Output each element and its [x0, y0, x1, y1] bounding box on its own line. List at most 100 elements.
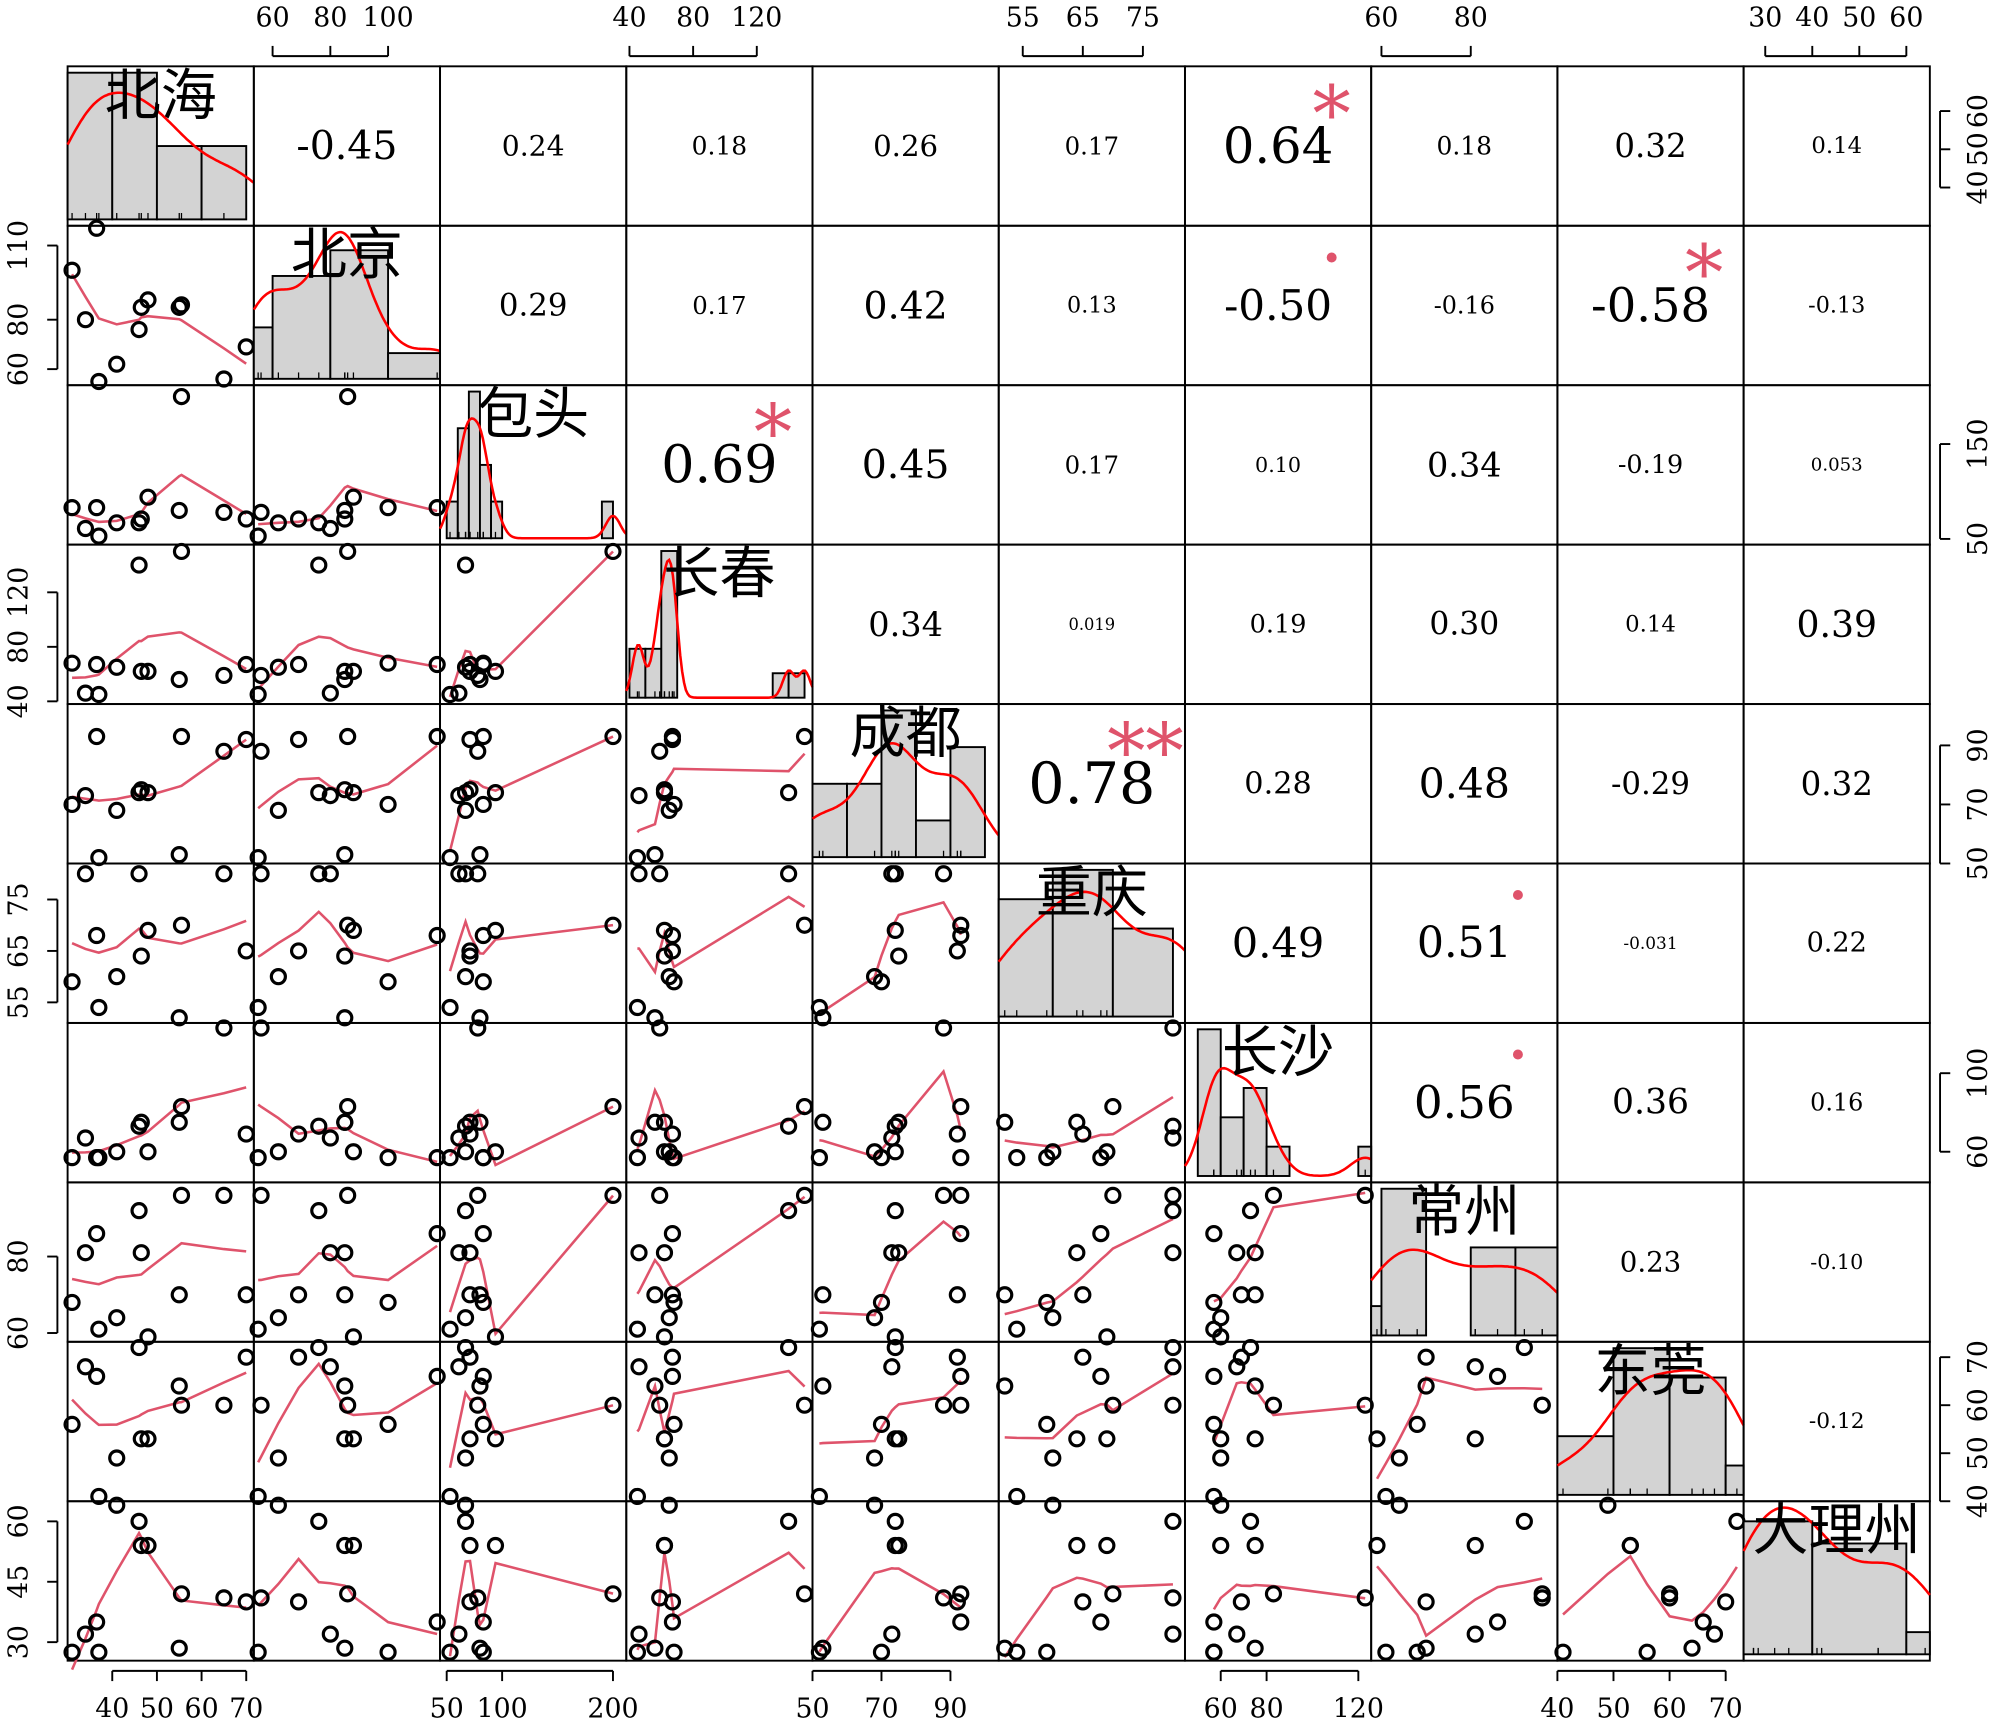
point — [269, 1449, 287, 1467]
point — [663, 1593, 682, 1611]
point — [1205, 1415, 1223, 1434]
correlation: 0.28 — [1244, 766, 1311, 801]
x-tick-label: 40 — [1540, 1694, 1574, 1725]
point — [336, 1536, 354, 1555]
histogram-bar — [252, 326, 274, 380]
point — [1488, 1613, 1507, 1631]
x-tick-label: 60 — [1364, 2, 1398, 33]
point — [1104, 1186, 1122, 1204]
point — [996, 1639, 1014, 1657]
point — [1232, 1286, 1250, 1304]
point — [108, 1449, 126, 1467]
point — [948, 1348, 966, 1366]
point — [814, 1377, 832, 1395]
y-tick-label: 70 — [1963, 1340, 1994, 1374]
y-tick-label: 60 — [1963, 94, 1994, 128]
point — [660, 1449, 678, 1467]
point — [865, 968, 884, 986]
histogram-bar — [1242, 1087, 1268, 1177]
correlation: 0.78 — [1028, 751, 1155, 817]
point — [1205, 1224, 1223, 1243]
point — [130, 320, 148, 339]
x-tick-label: 50 — [430, 1694, 464, 1725]
point — [469, 1186, 487, 1204]
correlation: 0.16 — [1810, 1089, 1863, 1117]
point — [310, 1117, 328, 1135]
point — [934, 1396, 953, 1414]
point — [90, 527, 108, 545]
point — [139, 1430, 157, 1448]
point — [215, 865, 233, 883]
point — [289, 942, 308, 960]
point — [628, 1643, 647, 1661]
point — [486, 1328, 505, 1346]
y-tick-label: 60 — [1963, 1135, 1994, 1169]
point — [1533, 1396, 1551, 1414]
point — [76, 311, 95, 329]
point — [663, 942, 682, 960]
histogram-bar — [387, 352, 442, 380]
correlation: 0.49 — [1232, 919, 1325, 968]
histogram-bar — [846, 782, 883, 859]
point — [628, 1487, 647, 1506]
point — [63, 654, 81, 672]
point — [269, 514, 287, 532]
point — [663, 1286, 682, 1304]
x-tick-label: 120 — [1333, 1694, 1384, 1725]
smooth-line — [70, 273, 247, 365]
x-tick-label: 100 — [477, 1694, 528, 1725]
point — [336, 781, 354, 799]
histogram-bar — [1668, 1376, 1727, 1496]
point — [139, 488, 157, 506]
correlation: 0.22 — [1807, 928, 1867, 959]
point — [952, 1585, 970, 1603]
point — [379, 973, 397, 991]
point — [1092, 1613, 1110, 1631]
correlation: 0.053 — [1811, 454, 1863, 475]
x-tick-label: 60 — [256, 2, 290, 33]
point — [215, 503, 233, 521]
density-curve — [625, 557, 814, 699]
point — [934, 1186, 953, 1204]
correlation: 0.23 — [1620, 1246, 1681, 1279]
point — [249, 527, 267, 545]
smooth-line — [448, 1559, 614, 1657]
point — [215, 666, 233, 685]
point — [1205, 1367, 1223, 1385]
point — [76, 1244, 95, 1262]
point — [310, 1338, 328, 1357]
point — [1515, 1338, 1533, 1357]
x-tick-label: 50 — [795, 1694, 829, 1725]
point — [441, 1149, 459, 1167]
y-tick-label: 60 — [1963, 1388, 1994, 1422]
point — [252, 1019, 270, 1037]
correlation: -0.58 — [1591, 278, 1710, 332]
point — [886, 1430, 904, 1448]
x-tick-label: 200 — [587, 1694, 638, 1725]
y-tick-label: 50 — [1963, 846, 1994, 880]
point — [336, 947, 354, 965]
point — [471, 846, 489, 864]
point — [88, 1224, 106, 1243]
x-tick-label: 40 — [612, 2, 646, 33]
point — [1038, 1643, 1056, 1661]
histogram-bar — [811, 782, 848, 859]
smooth-line — [1004, 1217, 1174, 1316]
smooth-line — [1562, 1554, 1738, 1622]
correlation: 0.14 — [1811, 133, 1862, 159]
point — [170, 298, 188, 316]
correlation: 0.30 — [1429, 606, 1499, 642]
x-tick-label: 70 — [229, 1694, 263, 1725]
point — [461, 655, 479, 674]
y-tick-label: 55 — [4, 985, 35, 1019]
point — [1098, 1430, 1116, 1448]
point — [1098, 1143, 1116, 1161]
point — [814, 1113, 832, 1131]
point — [1246, 1639, 1264, 1657]
histogram-bar — [1612, 1347, 1671, 1496]
smooth-line — [448, 1105, 614, 1167]
correlation: 0.56 — [1414, 1076, 1515, 1129]
point — [90, 1149, 108, 1167]
point — [1098, 1536, 1116, 1555]
